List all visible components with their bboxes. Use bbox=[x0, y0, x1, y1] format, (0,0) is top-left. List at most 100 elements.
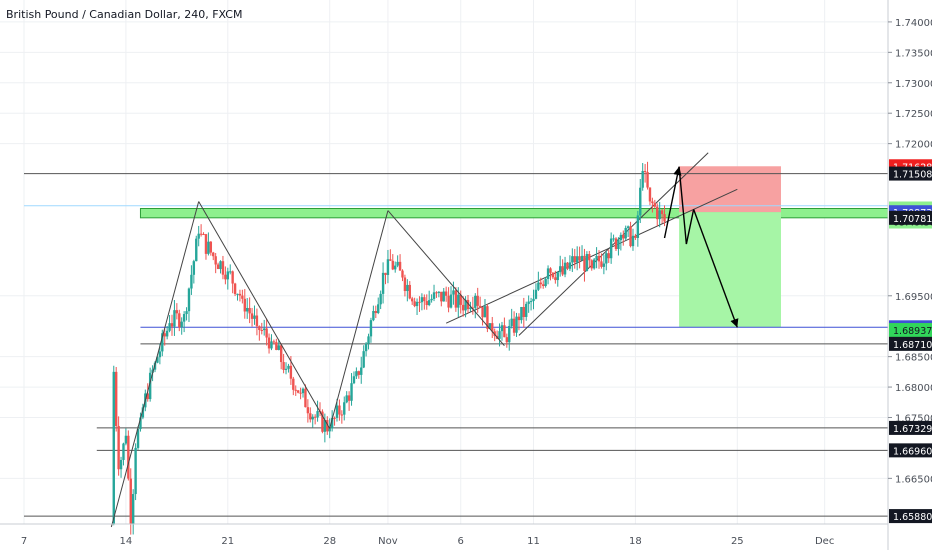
candle-body bbox=[260, 330, 263, 332]
y-tick-label: 1.73500 bbox=[895, 48, 932, 59]
candle-body bbox=[153, 362, 157, 370]
candle-body bbox=[255, 315, 259, 327]
candle-body bbox=[229, 271, 232, 273]
price-label: 1.68937 bbox=[893, 326, 932, 337]
candle-body bbox=[343, 402, 346, 415]
candle-body bbox=[389, 259, 392, 261]
candle-body bbox=[241, 295, 244, 299]
candle-body bbox=[539, 282, 542, 285]
x-tick-label: 25 bbox=[731, 536, 744, 547]
candle-body bbox=[546, 268, 550, 279]
projection-arrow bbox=[678, 166, 688, 245]
candle-body bbox=[558, 266, 562, 273]
candle-body bbox=[643, 171, 647, 173]
price-label-bg bbox=[889, 420, 932, 435]
candle-body bbox=[583, 255, 586, 271]
candle-body bbox=[117, 425, 120, 470]
candle-body bbox=[156, 357, 159, 363]
candle-body bbox=[534, 289, 538, 299]
candle-body bbox=[192, 261, 196, 275]
candle-body bbox=[658, 210, 661, 220]
candle-body bbox=[173, 310, 176, 327]
candle-body bbox=[340, 414, 344, 416]
candle-body bbox=[660, 210, 664, 215]
x-tick-label: 28 bbox=[323, 536, 336, 547]
candle-body bbox=[554, 277, 557, 281]
candle-body bbox=[471, 307, 475, 309]
x-tick-label: Dec bbox=[815, 536, 834, 547]
candle-body bbox=[396, 261, 399, 266]
candle-body bbox=[580, 255, 584, 261]
candle-body bbox=[522, 306, 526, 317]
candle-body bbox=[250, 313, 254, 319]
candle-body bbox=[464, 299, 467, 311]
candle-body bbox=[182, 314, 186, 322]
candle-body bbox=[447, 295, 450, 308]
candle-body bbox=[299, 392, 302, 394]
candle-body bbox=[168, 323, 171, 331]
candle-body bbox=[568, 262, 572, 269]
price-label: 1.70781 bbox=[893, 214, 932, 225]
price-label-bg bbox=[889, 166, 932, 181]
candle-body bbox=[612, 238, 615, 240]
x-tick-label: 21 bbox=[221, 536, 234, 547]
candle-body bbox=[185, 311, 188, 315]
candle-body bbox=[270, 341, 273, 349]
candle-body bbox=[413, 301, 416, 307]
candle-body bbox=[124, 435, 128, 444]
candle-body bbox=[420, 297, 424, 303]
channel-line bbox=[518, 152, 709, 336]
candle-body bbox=[386, 259, 390, 275]
candle-body bbox=[272, 341, 276, 343]
take-profit-box bbox=[679, 212, 781, 328]
candle-body bbox=[607, 253, 610, 259]
projection-arrow bbox=[692, 209, 739, 328]
price-label: 1.68710 bbox=[893, 340, 932, 351]
candle-body bbox=[151, 369, 154, 373]
candle-body bbox=[372, 310, 375, 321]
candle-body bbox=[423, 297, 426, 302]
candle-body bbox=[619, 234, 623, 241]
candle-body bbox=[488, 323, 492, 329]
candle-body bbox=[631, 235, 635, 247]
candle-body bbox=[267, 337, 271, 349]
candle-body bbox=[328, 428, 331, 432]
price-label-bg bbox=[889, 336, 932, 351]
candle-body bbox=[364, 343, 368, 352]
candle-body bbox=[440, 291, 443, 302]
candle-body bbox=[602, 263, 606, 267]
price-label: 1.66960 bbox=[893, 446, 932, 457]
projection-arrow bbox=[685, 209, 695, 245]
y-tick-label: 1.67500 bbox=[895, 413, 932, 424]
candle-body bbox=[432, 292, 436, 299]
y-tick-label: 1.72000 bbox=[895, 140, 932, 151]
candle-body bbox=[648, 187, 652, 202]
candle-body bbox=[253, 315, 256, 319]
candle-body bbox=[275, 342, 278, 350]
candle-body bbox=[578, 256, 581, 261]
candle-body bbox=[258, 326, 261, 331]
candle-body bbox=[384, 272, 387, 275]
candle-body bbox=[406, 284, 409, 292]
candle-body bbox=[527, 301, 530, 304]
y-tick-label: 1.74000 bbox=[895, 18, 932, 29]
pattern-line bbox=[329, 210, 389, 429]
candle-body bbox=[629, 226, 632, 247]
candle-body bbox=[398, 261, 402, 271]
candle-body bbox=[437, 291, 441, 293]
candle-body bbox=[139, 417, 142, 430]
candle-body bbox=[180, 321, 183, 328]
candle-body bbox=[243, 298, 246, 312]
candle-body bbox=[600, 261, 603, 267]
candle-body bbox=[374, 310, 378, 314]
candle-body bbox=[170, 323, 174, 327]
candle-body bbox=[474, 295, 477, 308]
candle-body bbox=[313, 416, 317, 418]
candle-body bbox=[231, 271, 234, 284]
candle-body bbox=[503, 325, 506, 338]
candle-body bbox=[401, 270, 404, 278]
candle-body bbox=[595, 255, 598, 260]
candle-body bbox=[614, 238, 618, 250]
candle-body bbox=[403, 277, 407, 292]
candle-body bbox=[136, 429, 140, 448]
